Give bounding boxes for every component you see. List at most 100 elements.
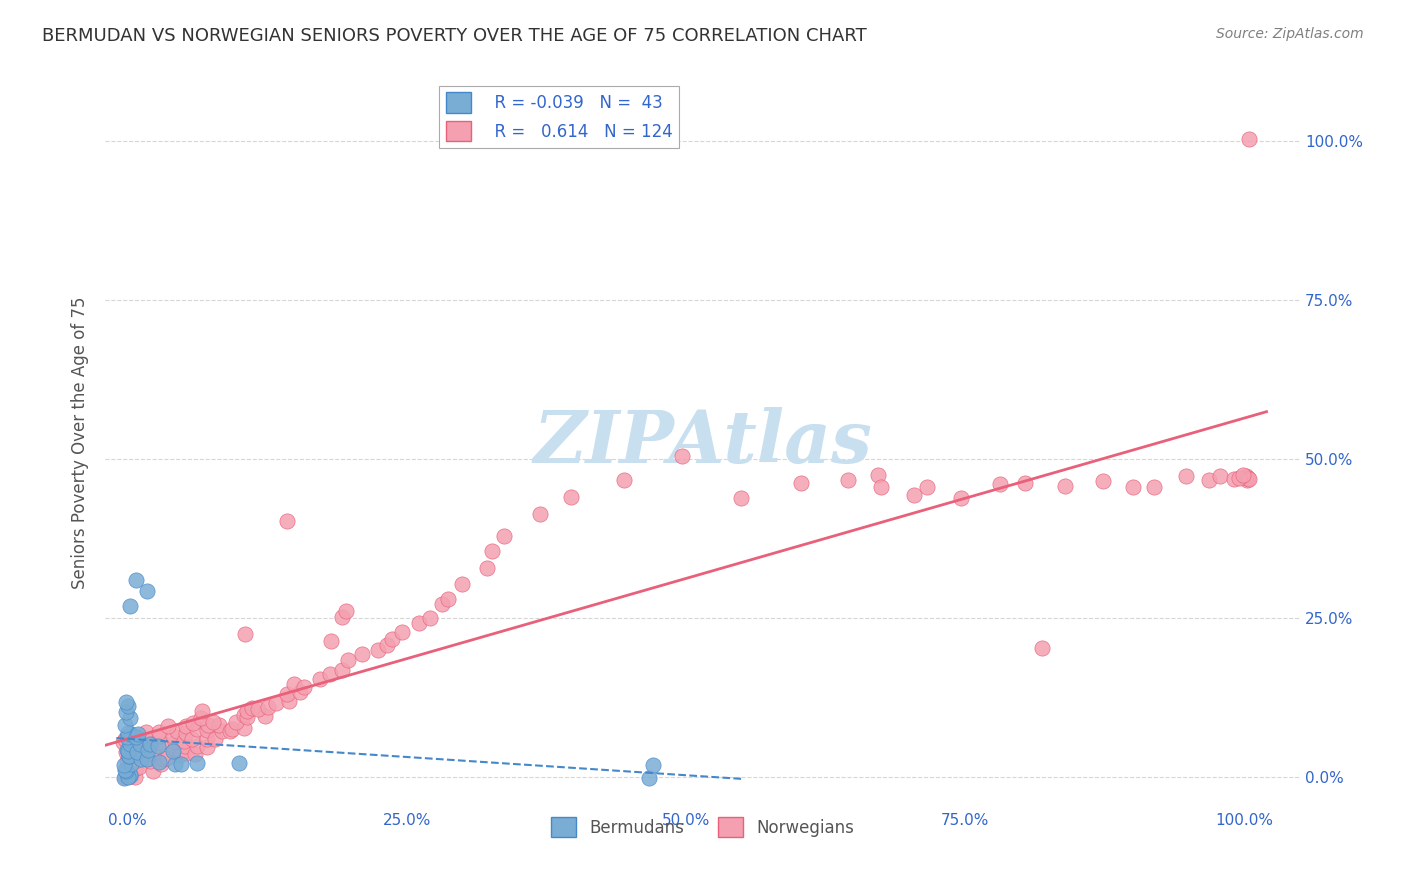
Point [197,718,219,732]
Point [292,681,315,695]
Point [149,729,172,743]
Point [136,752,159,766]
Point [186,739,208,753]
Point [156,751,179,765]
Point [276,687,298,701]
Point [145,747,167,762]
Point [129,752,152,766]
Point [173,734,195,748]
Point [186,756,208,771]
Point [117,699,139,714]
Point [180,731,202,746]
Point [136,584,159,599]
Point [131,747,153,761]
Point [112,771,135,785]
Legend: Bermudans, Norwegians: Bermudans, Norwegians [544,810,860,844]
Point [988,477,1011,491]
Point [419,611,441,625]
Point [391,625,413,640]
Point [142,764,165,778]
Point [235,704,257,718]
Point [232,721,254,735]
Point [120,768,142,782]
Point [118,769,141,783]
Y-axis label: Seniors Poverty Over the Age of 75: Seniors Poverty Over the Age of 75 [72,297,89,590]
Point [136,751,159,765]
Point [120,727,142,741]
Point [319,634,342,648]
Point [1143,480,1166,494]
Point [240,701,263,715]
Point [115,764,138,779]
Point [163,735,186,749]
Point [162,744,184,758]
Point [117,768,139,782]
Point [118,768,141,782]
Point [138,734,160,748]
Point [641,758,664,772]
Point [330,610,353,624]
Point [1236,473,1258,487]
Point [115,743,138,757]
Point [671,449,693,463]
Point [1236,471,1258,485]
Point [191,704,214,718]
Point [134,739,156,753]
Point [184,747,207,761]
Point [163,757,186,772]
Point [375,638,398,652]
Point [114,718,136,732]
Point [163,741,186,756]
Point [195,723,218,738]
Point [195,732,218,747]
Point [1054,478,1077,492]
Point [131,734,153,748]
Point [915,480,938,494]
Point [148,725,170,739]
Point [112,758,135,772]
Point [367,642,389,657]
Point [120,757,142,772]
Point [118,711,141,725]
Point [1014,475,1036,490]
Point [264,696,287,710]
Point [129,735,152,749]
Point [114,770,136,784]
Point [612,473,634,487]
Point [246,702,269,716]
Point [233,707,256,722]
Point [283,677,305,691]
Point [202,715,225,730]
Point [115,745,138,759]
Point [221,722,243,736]
Point [1234,469,1257,483]
Point [135,724,157,739]
Point [208,718,231,732]
Point [169,747,191,762]
Point [1223,472,1246,486]
Point [870,479,893,493]
Point [150,757,173,772]
Point [451,577,474,591]
Point [335,604,357,618]
Point [112,735,135,749]
Point [117,770,139,784]
Point [638,771,661,785]
Point [114,763,136,777]
Point [1175,469,1198,483]
Point [115,694,138,708]
Point [170,756,193,771]
Point [1091,474,1114,488]
Point [148,756,170,770]
Point [336,653,359,667]
Point [330,663,353,677]
Point [125,761,148,775]
Point [114,706,136,720]
Point [146,739,169,754]
Point [319,666,342,681]
Point [153,751,176,765]
Point [204,732,226,747]
Point [117,744,139,758]
Point [118,768,141,782]
Point [837,473,859,487]
